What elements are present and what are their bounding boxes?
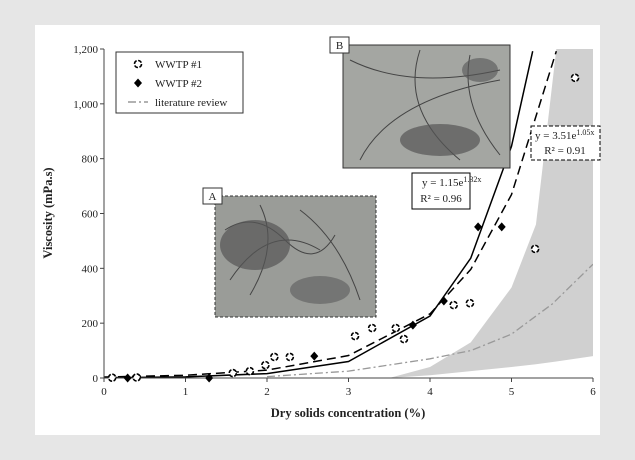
marker [229, 370, 236, 377]
marker [400, 336, 407, 343]
x-tick-label: 3 [346, 386, 352, 398]
legend-label: WWTP #1 [155, 59, 202, 71]
inset-label: B [336, 40, 343, 52]
y-tick-label: 0 [93, 373, 99, 385]
y-axis-title: Viscosity (mPa.s) [41, 167, 55, 258]
y-tick-label: 1,200 [73, 44, 98, 56]
x-tick-label: 1 [183, 386, 189, 398]
legend-label: literature review [155, 97, 227, 109]
x-tick-label: 5 [509, 386, 515, 398]
y-tick-label: 400 [82, 263, 99, 275]
x-tick-label: 4 [427, 386, 433, 398]
marker [369, 325, 376, 332]
y-tick-label: 800 [82, 154, 99, 166]
marker [286, 353, 293, 360]
marker [532, 245, 539, 252]
marker [246, 368, 253, 375]
marker [392, 325, 399, 332]
x-tick-label: 0 [101, 386, 107, 398]
inset-b: B [330, 37, 510, 168]
marker [271, 353, 278, 360]
y-tick-label: 1,000 [73, 99, 98, 111]
marker [262, 362, 269, 369]
x-axis-title: Dry solids concentration (%) [271, 406, 426, 420]
inset-label: A [209, 191, 217, 203]
marker [466, 300, 473, 307]
marker [352, 333, 359, 340]
y-tick-label: 600 [82, 209, 99, 221]
marker [135, 61, 142, 68]
marker [450, 302, 457, 309]
legend-label: WWTP #2 [155, 78, 202, 90]
marker [109, 374, 116, 381]
marker [133, 374, 140, 381]
x-tick-label: 6 [590, 386, 596, 398]
annotation: R² = 0.91 [544, 145, 586, 157]
inset-a: A [203, 188, 376, 317]
marker [572, 74, 579, 81]
annotation: R² = 0.96 [420, 193, 462, 205]
x-tick-label: 2 [264, 386, 270, 398]
y-tick-label: 200 [82, 318, 99, 330]
chart: A B WWTP #1WWTP #2literature review y = … [0, 0, 635, 455]
